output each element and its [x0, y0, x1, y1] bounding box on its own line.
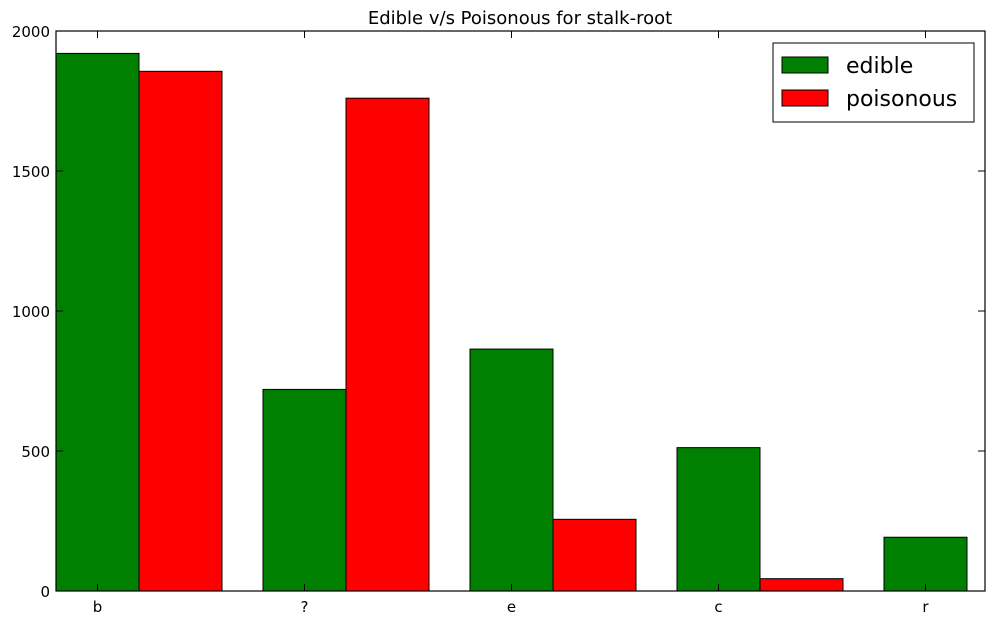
- legend-box: [772, 42, 975, 123]
- y-axis: 0 500 1000 1500 2000: [12, 23, 985, 601]
- x-tick-label: e: [507, 598, 516, 616]
- bars-group: [55, 52, 968, 592]
- y-tick-label: 0: [40, 583, 50, 601]
- legend-label-poisonous: poisonous: [846, 87, 957, 112]
- x-tick-label: c: [714, 598, 722, 616]
- bar-edible-1: [262, 388, 347, 592]
- bar-edible-4: [883, 536, 968, 592]
- legend: edible poisonous: [772, 42, 975, 123]
- chart-title: Edible v/s Poisonous for stalk-root: [368, 8, 672, 29]
- y-tick-label: 1500: [12, 163, 50, 181]
- x-tick-label: b: [93, 598, 103, 616]
- bar-edible-3: [676, 447, 761, 592]
- x-tick-label: ?: [301, 598, 309, 616]
- x-tick-label: r: [922, 598, 929, 616]
- bar-edible-2: [469, 348, 554, 592]
- legend-label-edible: edible: [846, 54, 913, 79]
- bar-poisonous-2: [552, 518, 637, 592]
- y-tick-label: 1000: [12, 303, 50, 321]
- bar-poisonous-0: [138, 70, 223, 592]
- bar-edible-0: [55, 52, 140, 592]
- legend-swatch-poisonous: [781, 89, 829, 107]
- bar-poisonous-1: [345, 97, 430, 592]
- legend-swatch-edible: [781, 56, 829, 74]
- y-tick-label: 2000: [12, 23, 50, 41]
- x-axis: b? e c r: [93, 31, 929, 616]
- plot-frame: [55, 30, 986, 592]
- y-tick-label: 500: [21, 443, 50, 461]
- bar-poisonous-3: [759, 578, 844, 592]
